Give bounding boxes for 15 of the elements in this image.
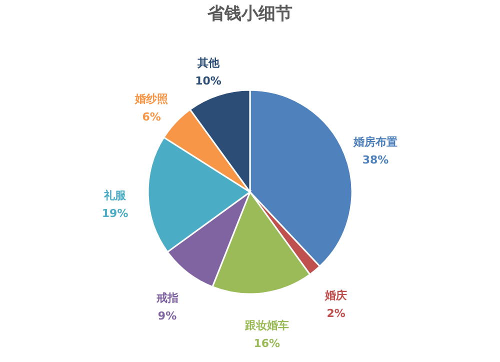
chart-title: 省钱小细节 [206,4,292,24]
data-label: 19% [102,207,128,220]
data-label: 9% [158,310,177,323]
slice-label: 跟妆婚车 [244,318,289,332]
data-label: 10% [195,74,222,88]
data-label: 38% [362,153,389,166]
slice-label: 婚房布置 [352,135,398,148]
slice-label: 婚纱照 [134,92,168,106]
slice-label: 其他 [196,56,220,70]
data-label: 16% [254,336,280,350]
slice-label: 婚庆 [324,289,348,302]
data-label: 6% [142,110,161,124]
slice-label: 戒指 [155,292,178,305]
slice-label: 礼服 [103,189,128,202]
data-label: 2% [326,307,346,320]
